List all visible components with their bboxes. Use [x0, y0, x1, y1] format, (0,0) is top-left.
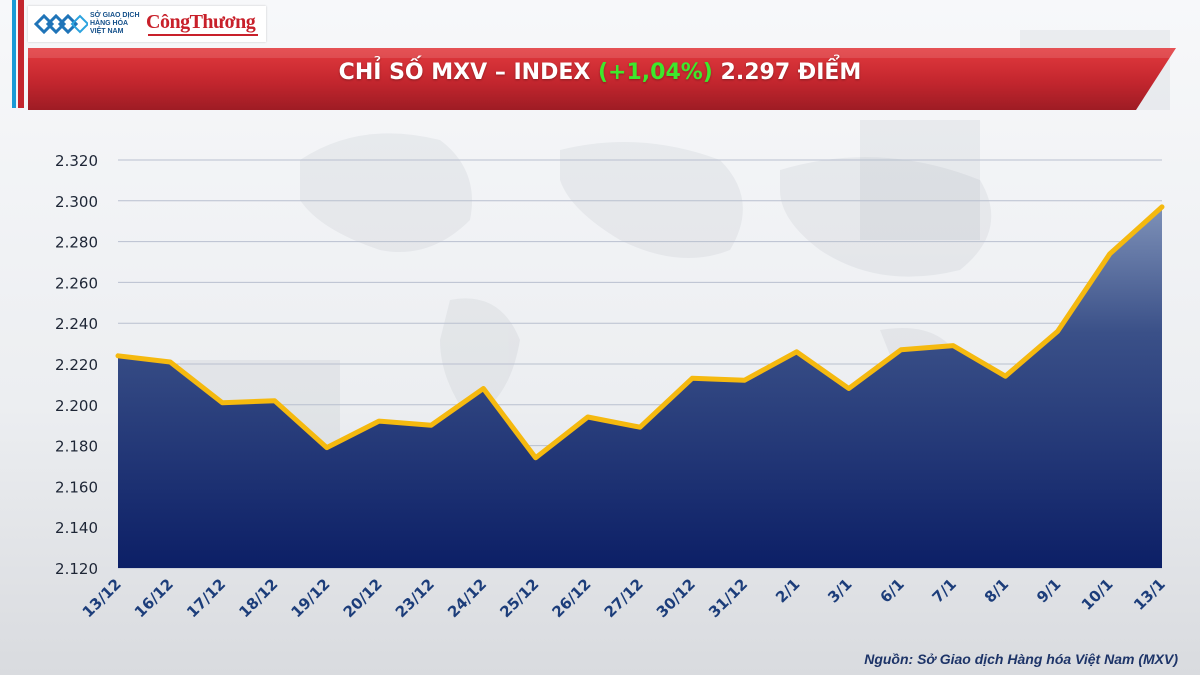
y-axis-ticks: 2.120 2.140 2.160 2.180 2.200 2.220 2.240 2.260…	[55, 152, 98, 578]
x-tick-label: 24/12	[444, 575, 490, 621]
y-tick-label: 2.320	[55, 152, 98, 170]
area-fill	[118, 206, 1162, 568]
y-tick-label: 2.200	[55, 397, 98, 415]
x-axis-ticks: 13/12 16/12 17/12 18/12 19/12 20/12 23/12 24/12…	[79, 575, 1169, 621]
area-layer	[118, 206, 1162, 568]
x-tick-label: 18/12	[235, 575, 281, 621]
left-accent-stripe-red	[18, 0, 24, 108]
source-note: Nguồn: Sở Giao dịch Hàng hóa Việt Nam (M…	[864, 651, 1178, 667]
congthuong-logo: CôngThương	[146, 11, 256, 33]
mxv-logo-icon	[34, 13, 88, 35]
logo-bar: SỞ GIAO DỊCH HÀNG HÓA VIỆT NAM CôngThươn…	[28, 6, 266, 42]
y-tick-label: 2.160	[55, 478, 98, 496]
line-layer	[115, 204, 1165, 461]
series-line	[115, 204, 1165, 461]
y-tick-label: 2.140	[55, 519, 98, 537]
title-prefix: CHỈ SỐ MXV – INDEX	[338, 60, 598, 85]
x-tick-label: 17/12	[183, 575, 229, 621]
chart-title: CHỈ SỐ MXV – INDEX (+1,04%) 2.297 ĐIỂM	[0, 60, 1200, 85]
title-banner	[28, 48, 1176, 110]
x-tick-label: 20/12	[340, 575, 386, 621]
x-tick-label: 13/12	[79, 575, 125, 621]
y-tick-label: 2.260	[55, 274, 98, 292]
y-tick-label: 2.220	[55, 356, 98, 374]
x-tick-label: 26/12	[549, 575, 595, 621]
x-tick-label: 9/1	[1033, 575, 1064, 606]
x-tick-label: 31/12	[705, 575, 751, 621]
x-tick-label: 3/1	[824, 575, 855, 606]
title-change-percent: (+1,04%)	[598, 60, 713, 85]
x-tick-label: 8/1	[981, 575, 1012, 606]
x-tick-label: 2/1	[772, 575, 803, 606]
congthuong-logo-underline	[148, 34, 258, 36]
y-tick-label: 2.300	[55, 193, 98, 211]
x-tick-label: 6/1	[876, 575, 907, 606]
mxv-logo-text: SỞ GIAO DỊCH HÀNG HÓA VIỆT NAM	[90, 12, 140, 35]
x-tick-label: 7/1	[929, 575, 960, 606]
y-tick-label: 2.240	[55, 315, 98, 333]
y-tick-label: 2.120	[55, 560, 98, 578]
x-tick-label: 27/12	[601, 575, 647, 621]
x-tick-label: 19/12	[288, 575, 334, 621]
left-accent-stripe-blue	[12, 0, 16, 108]
x-tick-label: 23/12	[392, 575, 438, 621]
y-tick-label: 2.180	[55, 438, 98, 456]
y-tick-label: 2.280	[55, 234, 98, 252]
x-tick-label: 30/12	[653, 575, 699, 621]
x-tick-label: 13/1	[1130, 575, 1169, 614]
x-tick-label: 25/12	[496, 575, 542, 621]
title-suffix: 2.297 ĐIỂM	[712, 60, 862, 85]
x-tick-label: 16/12	[131, 575, 177, 621]
x-tick-label: 10/1	[1078, 575, 1117, 614]
